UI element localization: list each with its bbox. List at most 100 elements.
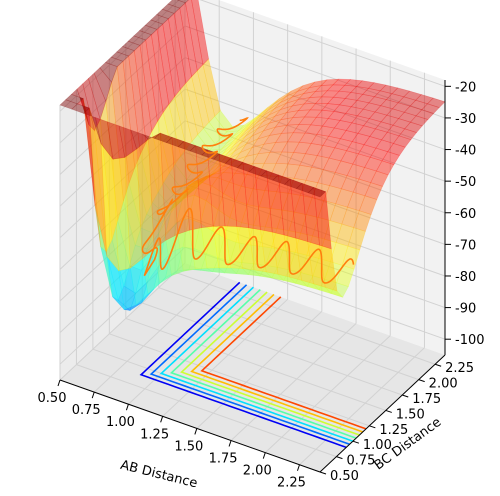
surface-patch [286, 116, 306, 126]
surface-patch [391, 102, 411, 113]
x-tick-mark [160, 416, 164, 423]
surface-patch [353, 210, 372, 232]
surface-patch [404, 121, 423, 133]
x-tick-mark [91, 391, 95, 399]
z-tick-label: -20 [455, 80, 476, 95]
surface-patch [256, 126, 276, 140]
grid-line [184, 215, 446, 309]
x-tick-mark [296, 464, 300, 471]
floor-contours [139, 281, 367, 449]
surface-patch [59, 99, 79, 110]
surface-patch [375, 160, 395, 176]
surface-patch [358, 195, 378, 215]
surface-patch [94, 205, 113, 297]
surface-patch [303, 109, 323, 118]
surface-patch [363, 136, 383, 149]
surface-patch [82, 77, 101, 132]
surface-patch [144, 19, 164, 30]
surface-patch [106, 238, 125, 302]
surface-patch [258, 190, 277, 209]
surface-patch [277, 273, 297, 284]
surface-patch [99, 62, 118, 83]
surface-patch [409, 99, 429, 111]
surface-patch [223, 217, 242, 243]
surface-patch [309, 102, 329, 111]
surface-patch [70, 88, 90, 126]
x-tick-mark [125, 404, 129, 411]
x-tick-mark [57, 379, 61, 387]
surface-patch [320, 90, 340, 98]
surface-patch [344, 92, 364, 101]
y-tick-mark [369, 425, 376, 429]
surface-patch [324, 261, 343, 284]
surface-patch [312, 283, 332, 295]
surface-patch [345, 122, 365, 134]
surface-patch [88, 72, 107, 121]
surface-patch [308, 79, 328, 89]
surface-patch [227, 135, 246, 153]
grid-line [59, 0, 180, 112]
y-tick-mark [418, 379, 425, 383]
surface-patch [403, 105, 423, 117]
surface-patch [235, 222, 254, 246]
x-tick-label: 1.50 [174, 439, 203, 454]
surface-patch [297, 102, 317, 111]
surface-patch [303, 96, 323, 105]
surface-patch [294, 232, 313, 256]
surface-patch [156, 23, 175, 106]
surface-patch [168, 96, 187, 157]
z-tick-label: -30 [455, 112, 476, 127]
surface-patch [171, 269, 190, 276]
surface-patch [204, 154, 223, 171]
surface-patch [208, 115, 227, 139]
surface-patch [222, 152, 241, 167]
y-tick-label: 2.00 [429, 377, 458, 392]
surface-patch [263, 151, 283, 164]
surface-patch [256, 103, 275, 120]
surface-patch [307, 241, 326, 288]
surface-patch [262, 102, 281, 117]
grid-line [59, 57, 186, 175]
surface-patch [306, 235, 325, 259]
grid-line [199, 0, 446, 87]
surface-patch [193, 174, 212, 191]
grid-line [125, 317, 386, 411]
surface-patch [153, 132, 173, 143]
grid-line [162, 298, 288, 417]
surface-patch [165, 246, 184, 279]
surface-patch [291, 87, 310, 98]
axis-panes [60, 0, 445, 472]
surface-patch [253, 206, 272, 228]
surface-patch [111, 219, 130, 288]
surface-patch [262, 119, 282, 132]
surface-patch [305, 166, 324, 184]
surface-patch [235, 185, 254, 206]
surface-patch [201, 226, 220, 269]
surface-patch [240, 174, 260, 190]
surface-patch [233, 146, 253, 162]
surface-patch [135, 289, 154, 306]
surface-patch [398, 128, 418, 140]
surface-patch [209, 147, 228, 164]
surface-patch [315, 109, 335, 119]
grid-line [230, 323, 357, 441]
surface-patch [187, 179, 206, 194]
surface-patch [162, 18, 181, 98]
surface-patch [252, 175, 271, 191]
x-axis-label: AB Distance [119, 458, 199, 492]
surface-patch [253, 269, 273, 279]
surface-patch [245, 130, 265, 146]
surface-patch [187, 177, 206, 195]
surface-patch [140, 213, 159, 234]
surface-patch [369, 128, 388, 141]
z-tick-label: -50 [455, 175, 476, 190]
surface-patch [159, 270, 178, 284]
surface-patch [295, 272, 314, 287]
surface-patch [298, 116, 317, 126]
surface-patch [205, 185, 224, 211]
surface-patch [251, 151, 271, 165]
surface-patch [285, 92, 305, 104]
surface-patch [229, 199, 248, 224]
surface-patch [246, 188, 266, 208]
surface-patch [176, 0, 189, 4]
